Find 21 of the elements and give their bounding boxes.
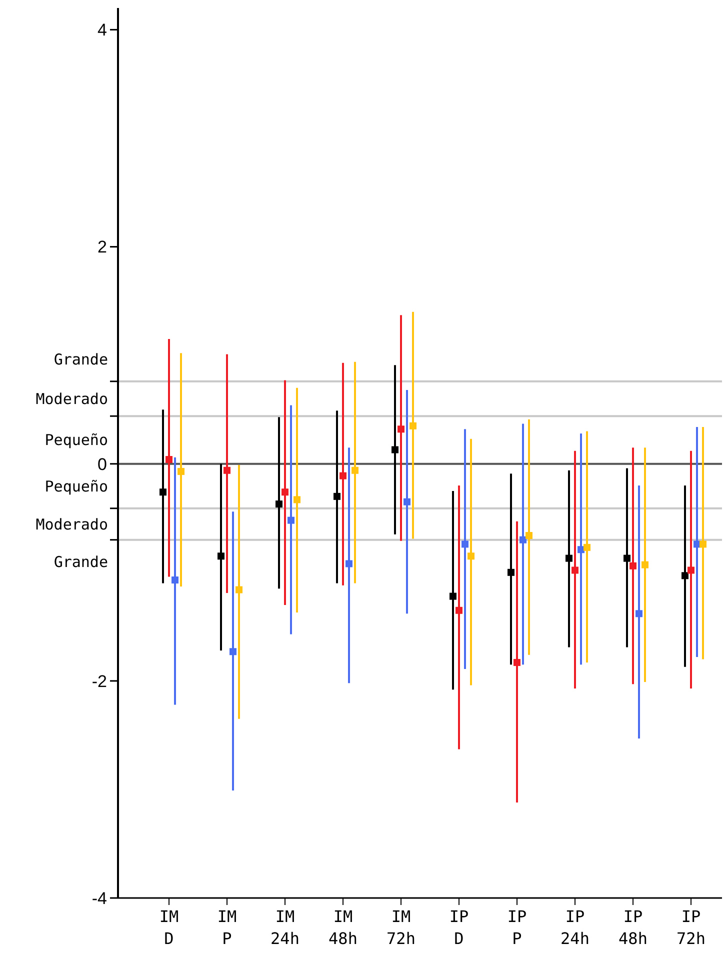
x-tick-label: IP 72h (676, 907, 706, 948)
x-tick-label: IM D (159, 907, 179, 948)
text: Pequeño (44, 477, 108, 496)
x-tick-label: IP D (449, 907, 469, 948)
y-tick-label: 2 (98, 238, 107, 257)
x-tick-label: IM 24h (270, 907, 300, 948)
x-tick-label: IM 72h (386, 907, 416, 948)
text: Grande (54, 350, 108, 369)
x-tick-label: IM 48h (328, 907, 358, 948)
y-tick-label: -2 (92, 672, 107, 691)
text: Moderado (36, 515, 108, 534)
x-tick-label: IP P (507, 907, 527, 948)
text: Grande (54, 553, 108, 572)
text: Pequeño (44, 431, 108, 450)
x-tick-label: IM P (217, 907, 237, 948)
y-tick-label: 4 (98, 20, 107, 40)
y-tick-label: 0 (98, 454, 107, 474)
x-tick-label: IP 48h (618, 907, 648, 948)
text: Moderado (36, 390, 108, 408)
x-tick-label: IP 24h (560, 907, 590, 948)
y-tick-label: -4 (92, 888, 107, 908)
